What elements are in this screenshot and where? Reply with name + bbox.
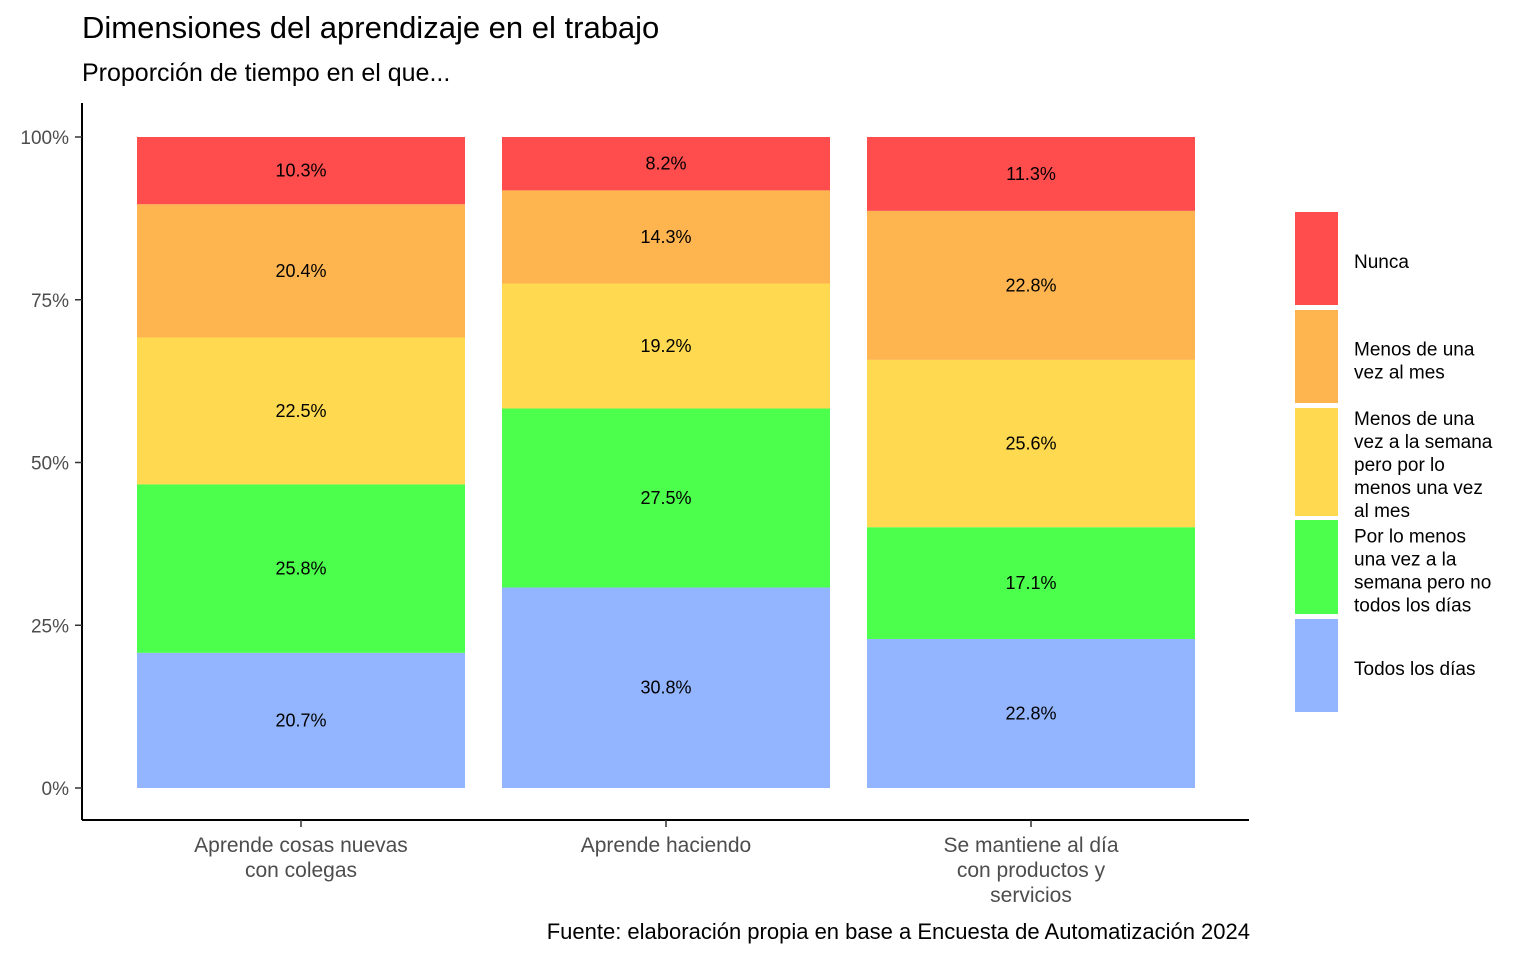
legend-label: Todos los días: [1354, 659, 1475, 680]
y-tick-label: 25%: [31, 616, 69, 637]
data-label: 25.6%: [1005, 434, 1056, 454]
bar-segment: [502, 283, 830, 409]
legend: Nunca Menos de una vez al mes Menos de una v…: [1295, 212, 1493, 712]
legend-label: Por lo menos una vez a la semana pero no to…: [1354, 527, 1491, 617]
legend-key: [1295, 310, 1338, 403]
data-label: 25.8%: [275, 559, 326, 579]
data-label: 27.5%: [640, 488, 691, 508]
bar-segment: [867, 210, 1195, 360]
bar-segment: [867, 359, 1195, 528]
chart-title: Dimensiones del aprendizaje en el trabaj…: [82, 10, 660, 45]
x-tick-label: Se mantiene al día con productos y servici…: [943, 834, 1118, 907]
legend-label: Menos de una vez al mes: [1354, 340, 1475, 384]
bar-segment: [502, 587, 830, 788]
data-label: 11.3%: [1006, 164, 1056, 184]
data-label: 22.8%: [1005, 703, 1056, 723]
bar-segment: [502, 190, 830, 284]
data-label: 22.8%: [1005, 275, 1056, 295]
bar-segment: [502, 408, 830, 588]
bars-layer: 20.7% 25.8% 22.5% 20.4% 10.3% 30.8% 27.5% 19.2%…: [137, 137, 1195, 788]
bar-segment: [867, 638, 1195, 788]
data-label: 20.7%: [275, 710, 326, 730]
legend-key: [1295, 619, 1338, 712]
bar-segment: [137, 484, 465, 653]
data-label: 30.8%: [640, 678, 691, 698]
data-label: 8.2%: [645, 154, 686, 174]
bar-segment: [867, 527, 1195, 639]
legend-key: [1295, 212, 1338, 305]
bar-segment: [137, 652, 465, 788]
axes-layer: 0% 25% 50% 75% 100% Aprende cosas nuevas con c…: [20, 103, 1249, 907]
data-label: 19.2%: [640, 336, 691, 356]
legend-label: Nunca: [1354, 252, 1409, 273]
legend-key: [1295, 520, 1338, 614]
chart-subtitle: Proporción de tiempo en el que...: [82, 59, 451, 87]
data-label: 17.1%: [1005, 573, 1056, 593]
data-label: 10.3%: [275, 161, 326, 181]
bar-segment: [137, 204, 465, 338]
bar-segment: [867, 137, 1195, 211]
y-tick-label: 100%: [20, 128, 69, 149]
y-tick-label: 0%: [42, 779, 70, 800]
data-label: 14.3%: [640, 227, 691, 247]
legend-key: [1295, 408, 1338, 516]
bar-segment: [137, 137, 465, 205]
y-tick-label: 50%: [31, 454, 69, 475]
bar-segment: [137, 337, 465, 485]
bar-segment: [502, 137, 830, 191]
data-label: 20.4%: [275, 261, 326, 281]
x-tick-label: Aprende cosas nuevas con colegas: [194, 834, 408, 882]
y-tick-label: 75%: [31, 291, 69, 312]
data-label: 22.5%: [275, 401, 326, 421]
x-tick-label: Aprende haciendo: [581, 834, 751, 857]
chart-caption: Fuente: elaboración propia en base a Enc…: [546, 919, 1250, 944]
legend-label: Menos de una vez a la semana pero por lo me…: [1354, 409, 1493, 522]
